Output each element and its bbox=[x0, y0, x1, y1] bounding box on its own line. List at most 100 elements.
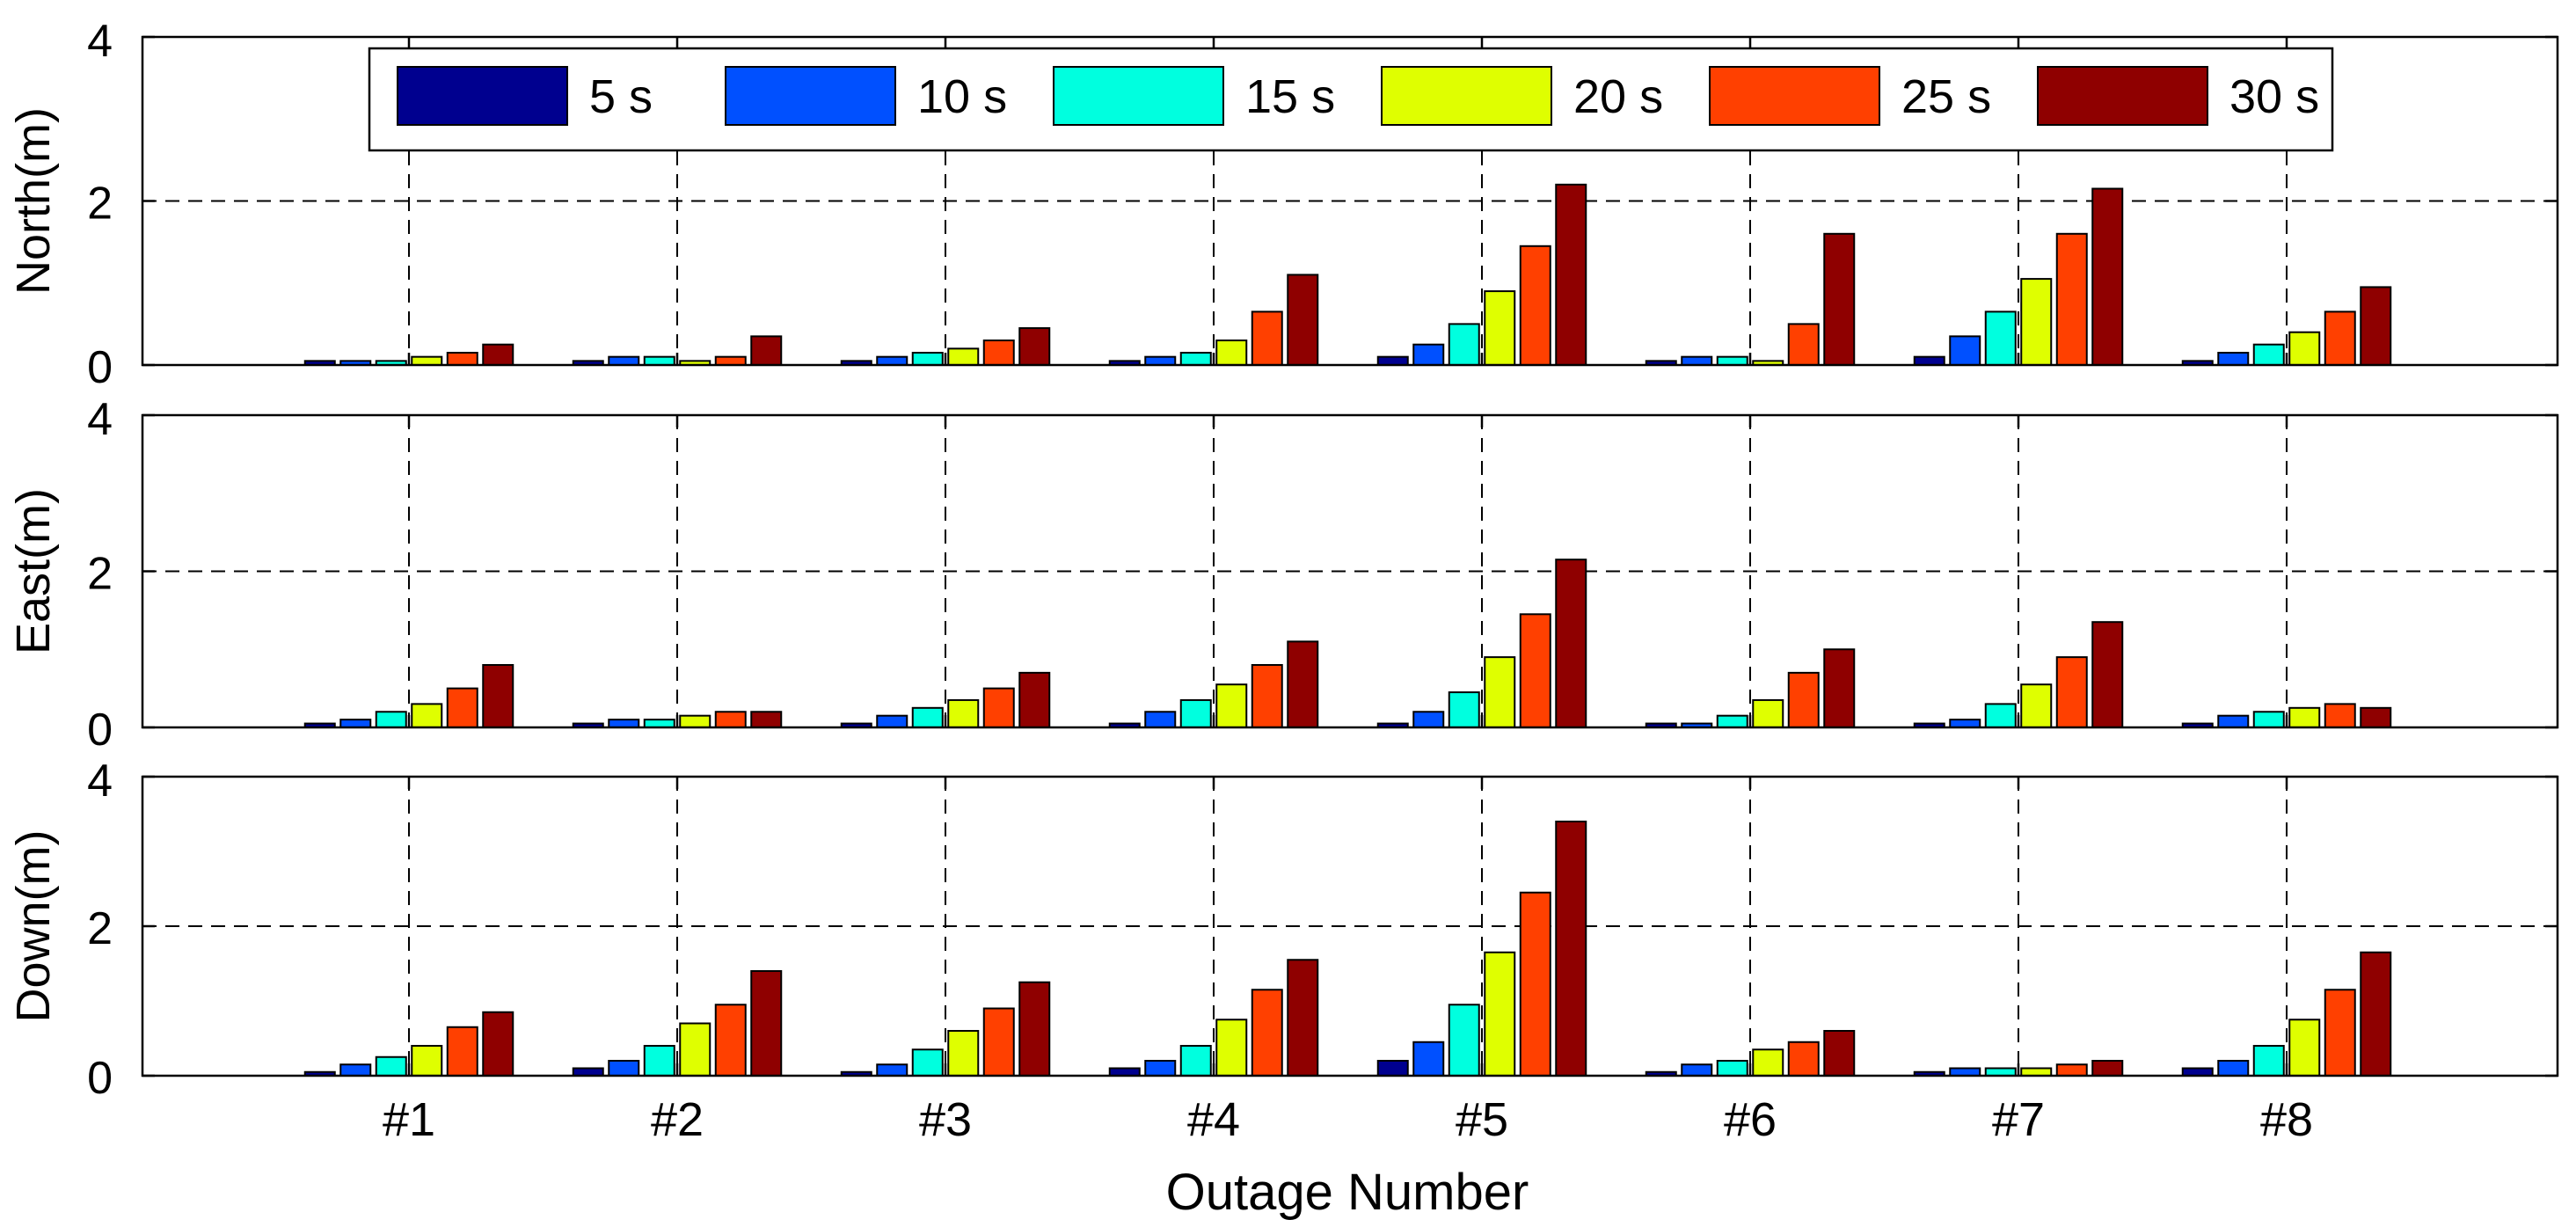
bar-north-30s-8 bbox=[2360, 286, 2392, 367]
bar-east-25s-8 bbox=[2324, 703, 2356, 728]
bar-down-25s-6 bbox=[1787, 1041, 1820, 1077]
y-tick-label: 4 bbox=[87, 394, 113, 445]
bar-down-25s-4 bbox=[1251, 989, 1283, 1077]
legend-swatch-25s bbox=[1709, 66, 1880, 126]
bar-east-10s-3 bbox=[876, 714, 909, 728]
y-tick-label: 2 bbox=[87, 179, 113, 230]
bar-north-10s-2 bbox=[608, 355, 640, 366]
panel-2: 0 2 4 Down(m) #1 #2 #3 #4 #5 #6 #7 #8 bbox=[7, 756, 2559, 1146]
bar-down-15s-5 bbox=[1448, 1004, 1480, 1077]
bar-north-10s-4 bbox=[1144, 355, 1177, 366]
bar-down-25s-2 bbox=[714, 1004, 747, 1077]
bar-down-20s-6 bbox=[1752, 1048, 1784, 1077]
bar-down-30s-6 bbox=[1823, 1030, 1856, 1077]
bar-east-20s-8 bbox=[2288, 706, 2321, 728]
bar-east-30s-7 bbox=[2091, 621, 2124, 728]
bar-down-30s-2 bbox=[750, 970, 783, 1077]
y-tick-label: 0 bbox=[87, 342, 113, 393]
bar-north-30s-6 bbox=[1823, 232, 1856, 366]
bar-east-25s-6 bbox=[1787, 671, 1820, 728]
y-tick-label: 4 bbox=[87, 756, 113, 807]
bar-down-5s-4 bbox=[1108, 1067, 1141, 1077]
bar-down-5s-8 bbox=[2181, 1067, 2214, 1077]
legend-label: 15 s bbox=[1245, 70, 1335, 123]
legend-swatch-20s bbox=[1381, 66, 1552, 126]
bar-east-25s-3 bbox=[982, 687, 1015, 728]
x-tick-label: #1 bbox=[383, 1093, 435, 1146]
legend-swatch-10s bbox=[725, 66, 896, 126]
bar-north-25s-4 bbox=[1251, 310, 1283, 367]
bar-down-10s-5 bbox=[1412, 1041, 1445, 1077]
bar-north-10s-7 bbox=[1949, 335, 1981, 366]
legend-label: 30 s bbox=[2229, 70, 2319, 123]
bar-east-15s-4 bbox=[1179, 698, 1212, 728]
bar-north-5s-5 bbox=[1376, 355, 1409, 366]
bar-down-10s-1 bbox=[339, 1063, 372, 1077]
x-tick-label: #2 bbox=[651, 1093, 704, 1146]
bar-down-15s-3 bbox=[911, 1048, 944, 1077]
y-tick-label: 2 bbox=[87, 903, 113, 954]
bar-north-20s-8 bbox=[2288, 331, 2321, 367]
bar-east-15s-2 bbox=[643, 719, 675, 728]
bar-north-30s-7 bbox=[2091, 187, 2124, 366]
bar-east-15s-5 bbox=[1448, 691, 1480, 728]
bar-down-10s-4 bbox=[1144, 1060, 1177, 1077]
legend-swatch-15s bbox=[1053, 66, 1224, 126]
bar-east-10s-1 bbox=[339, 719, 372, 728]
bar-east-25s-1 bbox=[446, 687, 478, 728]
y-axis-label: East(m) bbox=[7, 488, 60, 654]
bar-down-20s-1 bbox=[411, 1045, 443, 1077]
bar-down-15s-1 bbox=[375, 1055, 407, 1077]
bar-east-10s-2 bbox=[608, 719, 640, 728]
bar-down-20s-4 bbox=[1215, 1019, 1248, 1077]
bar-east-30s-2 bbox=[750, 711, 783, 728]
legend-label: 10 s bbox=[917, 70, 1007, 123]
bar-down-5s-5 bbox=[1376, 1060, 1409, 1077]
bar-north-25s-1 bbox=[446, 352, 478, 367]
bar-east-30s-8 bbox=[2360, 706, 2392, 728]
bar-north-15s-4 bbox=[1179, 352, 1212, 367]
bar-north-20s-3 bbox=[947, 347, 980, 367]
bar-north-20s-1 bbox=[411, 355, 443, 366]
bar-east-25s-2 bbox=[714, 711, 747, 728]
bar-down-15s-8 bbox=[2252, 1045, 2285, 1077]
x-tick-label: #7 bbox=[1992, 1093, 2045, 1146]
bar-east-30s-3 bbox=[1018, 671, 1051, 728]
bar-north-25s-5 bbox=[1519, 245, 1551, 366]
bar-down-20s-7 bbox=[2020, 1067, 2053, 1077]
legend: 5 s 10 s 15 s 20 s 25 s 30 s bbox=[368, 47, 2334, 152]
bar-down-30s-5 bbox=[1555, 821, 1587, 1077]
bar-down-25s-7 bbox=[2055, 1063, 2088, 1077]
bar-down-30s-3 bbox=[1018, 981, 1051, 1077]
legend-box bbox=[368, 47, 2334, 152]
bar-east-20s-2 bbox=[679, 714, 712, 728]
bar-east-30s-4 bbox=[1287, 640, 1319, 728]
bar-down-15s-6 bbox=[1716, 1060, 1748, 1077]
x-tick-label: #8 bbox=[2260, 1093, 2313, 1146]
bar-north-10s-8 bbox=[2217, 352, 2250, 367]
x-tick-label: #5 bbox=[1456, 1093, 1508, 1146]
bar-down-20s-8 bbox=[2288, 1019, 2321, 1077]
bar-east-15s-1 bbox=[375, 711, 407, 728]
bar-north-20s-5 bbox=[1484, 290, 1516, 367]
bar-north-15s-6 bbox=[1716, 355, 1748, 366]
bar-east-20s-3 bbox=[947, 698, 980, 728]
x-tick-label: #4 bbox=[1187, 1093, 1240, 1146]
bar-down-25s-8 bbox=[2324, 989, 2356, 1077]
bar-north-20s-7 bbox=[2020, 278, 2053, 366]
bar-north-30s-1 bbox=[482, 343, 514, 366]
bar-east-30s-1 bbox=[482, 664, 514, 728]
bar-down-30s-4 bbox=[1287, 959, 1319, 1077]
bar-down-20s-2 bbox=[679, 1022, 712, 1077]
bar-east-20s-5 bbox=[1484, 656, 1516, 728]
legend-label: 20 s bbox=[1573, 70, 1663, 123]
bar-down-10s-2 bbox=[608, 1060, 640, 1077]
bar-down-15s-2 bbox=[643, 1045, 675, 1077]
bar-down-30s-8 bbox=[2360, 951, 2392, 1077]
bar-down-10s-6 bbox=[1681, 1063, 1713, 1077]
bar-east-10s-8 bbox=[2217, 714, 2250, 728]
y-tick-label: 4 bbox=[87, 16, 113, 67]
bar-north-10s-3 bbox=[876, 355, 909, 366]
y-axis-label: North(m) bbox=[7, 107, 60, 295]
